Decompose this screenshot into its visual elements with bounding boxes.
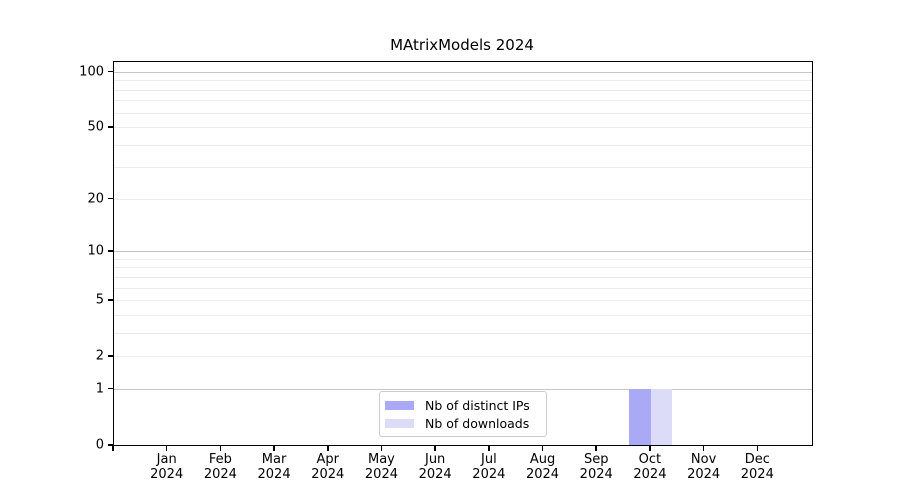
x-tick (756, 445, 759, 451)
x-tick-month: Jun (424, 452, 446, 467)
gridline-minor (114, 332, 812, 334)
x-tick-month: Jul (481, 452, 497, 467)
x-tick (273, 445, 275, 451)
gridline-minor (114, 80, 812, 82)
legend-swatch-distinct-ips (385, 400, 414, 410)
gridline-major (114, 388, 812, 390)
y-tick-label: 100 (79, 64, 104, 80)
x-tick-year: 2024 (579, 466, 613, 482)
gridline-minor (114, 276, 812, 278)
x-tick-year: 2024 (150, 466, 184, 482)
gridline-minor (114, 300, 812, 302)
x-tick-label: Apr 2024 (311, 452, 345, 482)
x-tick-label: Oct 2024 (633, 452, 667, 482)
x-tick-label: Aug 2024 (525, 452, 560, 482)
x-tick-label: Dec 2024 (740, 452, 774, 482)
x-tick (165, 445, 168, 451)
y-tick (108, 126, 113, 128)
y-tick-label: 0 (95, 437, 104, 453)
x-tick-label: May 2024 (364, 452, 398, 482)
x-tick-year: 2024 (364, 466, 398, 482)
y-tick-label: 20 (87, 191, 104, 207)
x-tick-year: 2024 (203, 466, 237, 482)
legend-item-distinct-ips: Nb of distinct IPs (385, 396, 546, 414)
x-tick (649, 445, 651, 451)
x-tick-month: Sep (583, 452, 609, 467)
x-tick-month: Mar (261, 452, 287, 467)
y-tick (108, 355, 113, 357)
x-tick-year: 2024 (687, 466, 721, 482)
legend-swatch-downloads (385, 418, 414, 428)
x-tick (541, 445, 544, 451)
y-tick (108, 444, 113, 446)
x-tick-label: Jul 2024 (472, 452, 506, 482)
gridline-major (114, 251, 812, 253)
gridline-minor (114, 314, 812, 316)
y-tick-label: 2 (95, 348, 104, 364)
y-tick (108, 250, 113, 252)
y-tick (108, 70, 113, 73)
x-tick (434, 445, 436, 451)
legend-label: Nb of downloads (425, 415, 530, 431)
x-tick-month: Apr (316, 452, 340, 467)
plot-area: Nb of distinct IPs Nb of downloads (113, 61, 813, 446)
x-tick (488, 445, 490, 451)
x-tick-year: 2024 (633, 466, 667, 482)
x-tick (327, 445, 329, 451)
x-tick-year: 2024 (525, 466, 560, 482)
x-tick-month: May (368, 452, 395, 467)
gridline-minor (114, 287, 812, 289)
legend-item-downloads: Nb of downloads (385, 414, 546, 432)
x-tick-month: Oct (638, 452, 662, 467)
x-tick-year: 2024 (311, 466, 345, 482)
gridline-minor (114, 89, 812, 91)
x-tick-label: Jan 2024 (150, 452, 184, 482)
y-tick-label: 10 (87, 243, 104, 259)
gridline-minor (114, 198, 812, 200)
gridline-minor (114, 267, 812, 269)
gridline-minor (114, 100, 812, 102)
y-tick-label: 50 (87, 119, 104, 135)
legend-label: Nb of distinct IPs (425, 397, 530, 413)
x-tick-label: Feb 2024 (203, 452, 237, 482)
x-tick-month: Nov (690, 452, 717, 467)
y-tick-label: 1 (95, 381, 104, 397)
gridline-minor (114, 144, 812, 146)
x-tick-month: Dec (744, 452, 770, 467)
x-tick-label: Nov 2024 (687, 452, 721, 482)
x-tick-label: Sep 2024 (579, 452, 613, 482)
y-tick (108, 197, 113, 200)
x-tick-year: 2024 (257, 466, 291, 482)
bar-distinct-ips (629, 388, 651, 445)
x-tick-year: 2024 (740, 466, 774, 482)
y-tick-label: 5 (95, 292, 104, 308)
gridline-major (114, 71, 812, 73)
gridline-minor (114, 258, 812, 260)
x-tick-label: Mar 2024 (257, 452, 291, 482)
x-tick-label: Jun 2024 (418, 452, 452, 482)
chart-title: MAtrixModels 2024 (390, 36, 534, 54)
x-tick (595, 445, 597, 451)
gridline-minor (114, 127, 812, 129)
x-tick-month: Aug (529, 452, 556, 467)
x-tick (702, 445, 705, 451)
x-tick-year: 2024 (472, 466, 506, 482)
x-tick-year: 2024 (418, 466, 452, 482)
x-tick (380, 445, 383, 451)
gridline-minor (114, 356, 812, 358)
gridline-minor (114, 167, 812, 169)
x-tick (112, 445, 114, 451)
bar-downloads (650, 388, 673, 445)
y-tick (108, 387, 113, 390)
gridline-minor (114, 112, 812, 114)
x-tick-month: Feb (208, 452, 232, 467)
x-tick (219, 445, 222, 451)
y-tick (108, 299, 113, 301)
x-tick-month: Jan (156, 452, 177, 467)
legend: Nb of distinct IPs Nb of downloads (379, 391, 547, 437)
